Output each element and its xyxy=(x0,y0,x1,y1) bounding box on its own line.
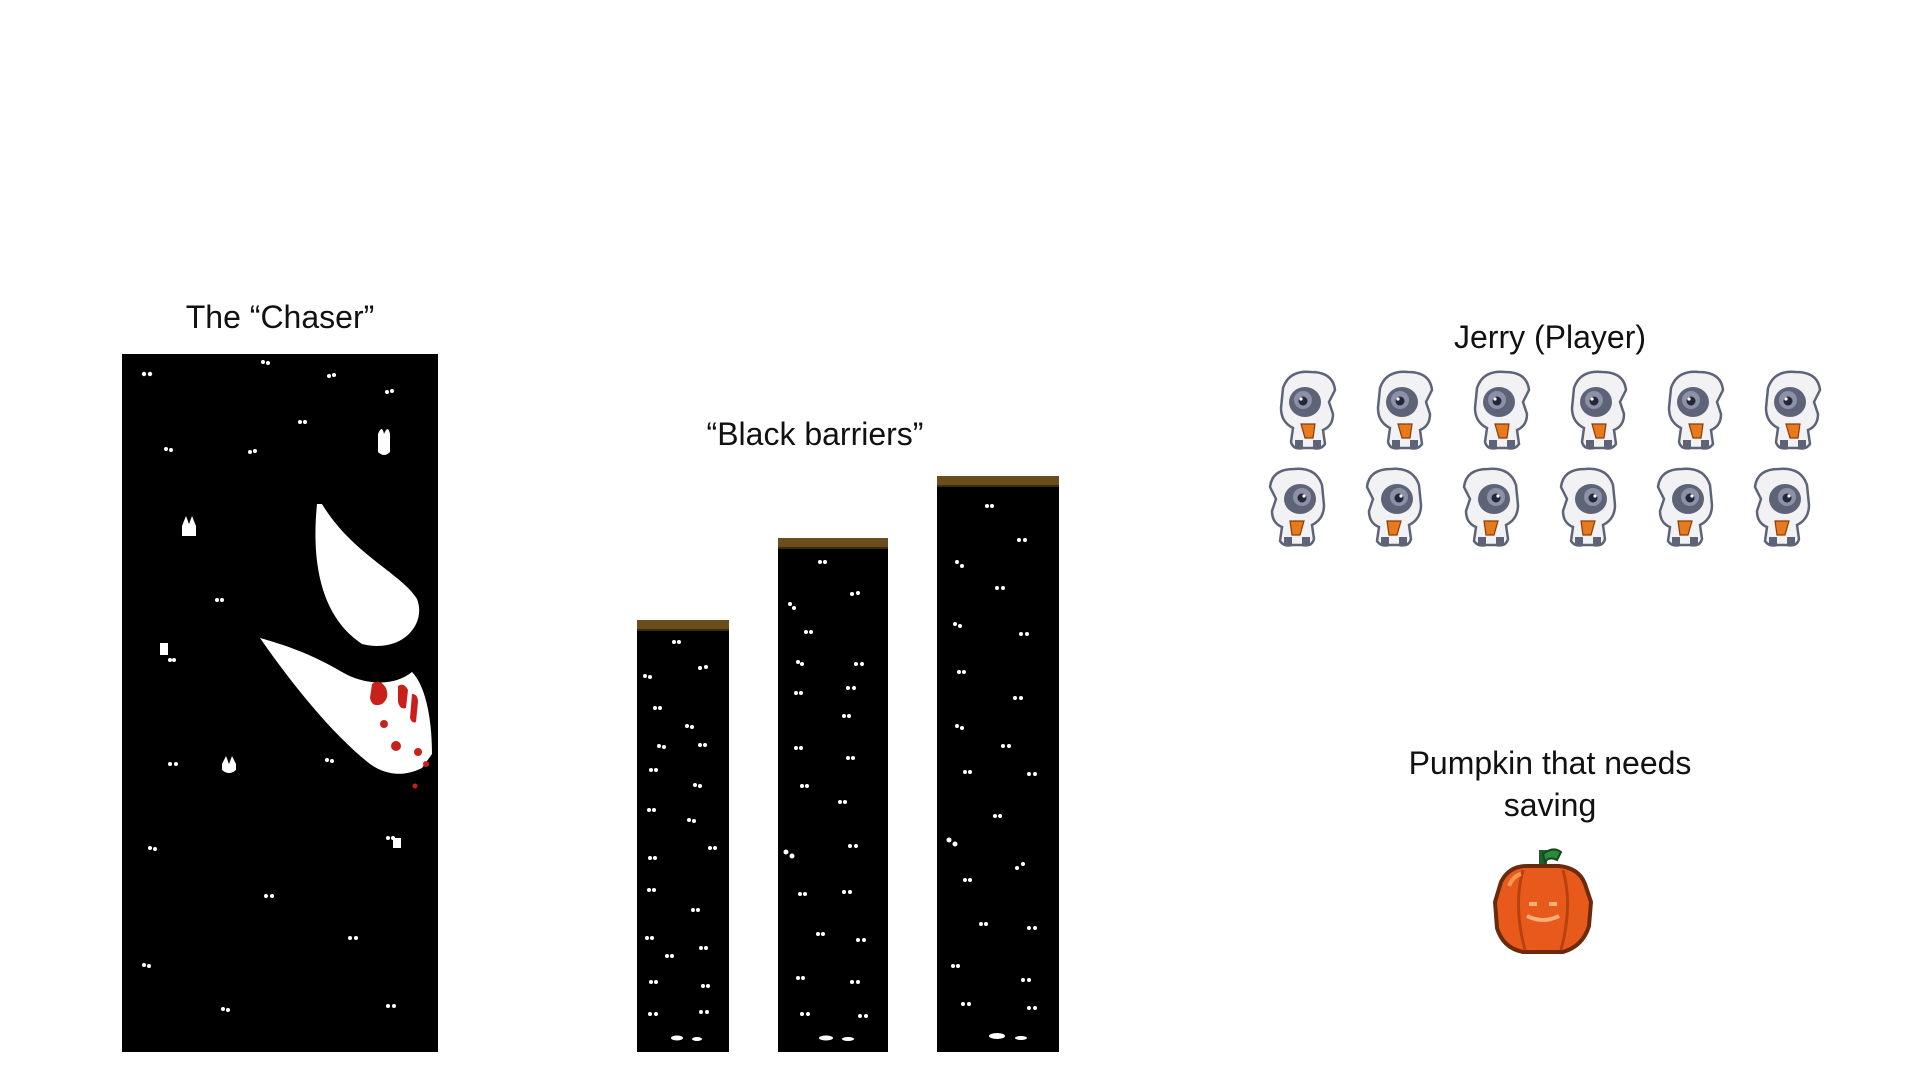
black-barrier-pillar-icon xyxy=(643,640,717,1041)
chaser-sprite xyxy=(122,354,438,1052)
black-barrier-pillar-icon xyxy=(783,560,868,1041)
jerry-player-sprite-icon xyxy=(1365,467,1423,547)
jerry-frame xyxy=(1357,465,1429,549)
barrier-pillar-medium xyxy=(778,538,888,1052)
jerry-frame xyxy=(1564,368,1636,452)
barrier-pillar-tall xyxy=(937,476,1059,1052)
jerry-player-sprite-icon xyxy=(1667,370,1725,450)
jerry-player-sprite-icon xyxy=(1570,370,1628,450)
jerry-frame xyxy=(1370,368,1442,452)
barriers-label: “Black barriers” xyxy=(706,416,924,452)
ghost-monster-icon xyxy=(141,360,432,1012)
jerry-player-sprite-icon xyxy=(1656,467,1714,547)
pumpkin-sprite xyxy=(1487,846,1599,958)
jerry-frame xyxy=(1260,465,1332,549)
jerry-frame xyxy=(1648,465,1720,549)
jerry-frame xyxy=(1758,368,1830,452)
jerry-player-sprite-icon xyxy=(1559,467,1617,547)
barrier-cap xyxy=(637,620,729,631)
pumpkin-label: Pumpkin that needs saving xyxy=(1408,745,1692,823)
black-barrier-pillar-icon xyxy=(946,504,1037,1040)
jerry-player-sprite-icon xyxy=(1268,467,1326,547)
jerry-player-sprite-icon xyxy=(1753,467,1811,547)
jerry-frame xyxy=(1454,465,1526,549)
pumpkin-icon xyxy=(1492,848,1594,954)
player-label: Jerry (Player) xyxy=(1453,319,1646,355)
jerry-player-sprite-icon xyxy=(1473,370,1531,450)
barrier-cap xyxy=(778,538,888,549)
barrier-cap xyxy=(937,476,1059,487)
jerry-frame xyxy=(1467,368,1539,452)
jerry-frame xyxy=(1661,368,1733,452)
jerry-frame xyxy=(1551,465,1623,549)
jerry-frame xyxy=(1745,465,1817,549)
jerry-player-sprite-icon xyxy=(1376,370,1434,450)
chaser-label: The “Chaser” xyxy=(185,299,375,335)
jerry-player-sprite-icon xyxy=(1279,370,1337,450)
jerry-player-sprite-icon xyxy=(1764,370,1822,450)
jerry-frame xyxy=(1273,368,1345,452)
barrier-pillar-short xyxy=(637,620,729,1052)
jerry-player-sprite-icon xyxy=(1462,467,1520,547)
